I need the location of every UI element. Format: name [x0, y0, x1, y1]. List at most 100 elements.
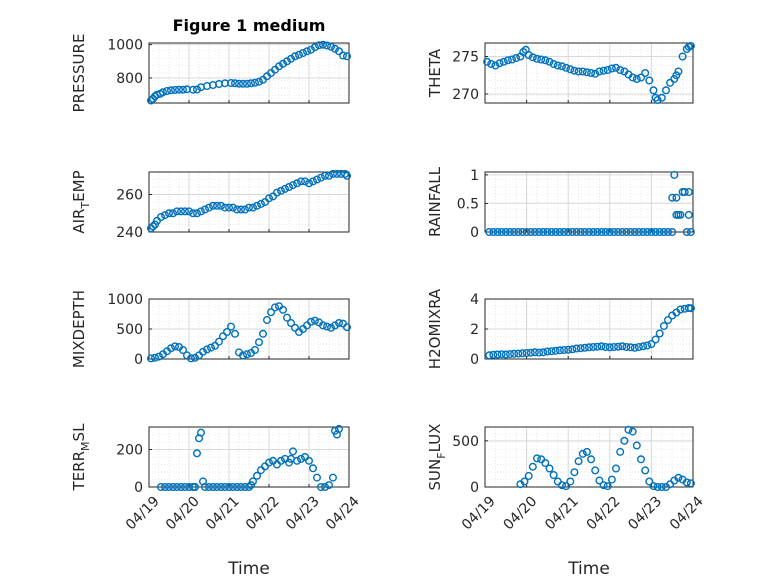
data-point	[275, 62, 284, 71]
data-point	[485, 227, 494, 236]
data-point	[180, 207, 189, 216]
data-point	[664, 316, 673, 325]
data-point	[190, 353, 199, 362]
axes-box	[484, 42, 694, 104]
data-point	[591, 466, 600, 475]
data-point	[238, 351, 247, 360]
data-point	[335, 47, 344, 56]
data-point	[267, 308, 276, 317]
data-point	[200, 483, 209, 492]
data-point	[341, 169, 350, 178]
data-point	[518, 349, 527, 358]
data-point	[645, 76, 654, 85]
data-point	[204, 203, 213, 212]
y-axis-label: THETA	[426, 48, 444, 98]
y-tick-label: 0	[134, 480, 143, 496]
data-point	[580, 227, 589, 236]
data-point	[291, 323, 300, 332]
data-point	[188, 209, 197, 218]
data-point	[620, 436, 629, 445]
y-tick-label: 240	[116, 225, 143, 241]
data-point	[210, 341, 219, 350]
x-tick-label: 04/23	[625, 493, 665, 533]
data-point	[265, 458, 274, 467]
data-point	[570, 66, 579, 75]
data-point	[568, 227, 577, 236]
data-point	[572, 344, 581, 353]
data-point	[597, 227, 606, 236]
data-point	[164, 209, 173, 218]
data-point	[570, 468, 579, 477]
data-point	[293, 456, 302, 465]
data-point	[166, 86, 175, 95]
data-point	[551, 346, 560, 355]
data-point	[228, 483, 237, 492]
data-point	[202, 345, 211, 354]
data-point	[614, 227, 623, 236]
data-point	[200, 205, 209, 214]
y-axis-label-tail: LUX	[426, 424, 444, 453]
data-point	[522, 227, 531, 236]
data-point	[240, 205, 249, 214]
data-point	[601, 343, 610, 352]
data-point	[585, 343, 594, 352]
x-tick-label: 04/19	[123, 493, 163, 533]
data-point	[301, 177, 310, 186]
data-point	[508, 55, 517, 64]
data-point	[628, 427, 637, 436]
data-point	[156, 212, 165, 221]
subplot-7: 0 200 04/19 04/20 04/21 04/22 04/23 04/24 Time TE…	[70, 423, 363, 579]
data-point	[319, 321, 328, 330]
data-point	[246, 79, 255, 88]
subplot-4: 0 0.5 1 RAINFALL	[426, 166, 695, 241]
x-tick-label: 04/24	[323, 493, 363, 533]
data-point	[610, 227, 619, 236]
data-point	[160, 483, 169, 492]
data-point	[501, 227, 510, 236]
data-point	[259, 329, 268, 338]
y-tick-label: 4	[470, 292, 479, 308]
data-point	[158, 88, 167, 97]
data-point	[287, 319, 296, 328]
data-point	[313, 175, 322, 184]
data-point	[637, 73, 646, 82]
data-point	[196, 428, 205, 437]
data-point	[626, 227, 635, 236]
data-point	[168, 483, 177, 492]
subplot-2: 270 275 THETA	[426, 42, 695, 104]
data-point	[146, 354, 155, 363]
data-point	[528, 462, 537, 471]
x-tick-label: 04/22	[584, 493, 624, 533]
y-tick-label: 1000	[107, 38, 143, 54]
data-point	[491, 61, 500, 70]
data-point	[317, 173, 326, 182]
y-tick-label: 270	[452, 87, 479, 103]
data-point	[303, 47, 312, 56]
data-point	[184, 207, 193, 216]
data-point	[657, 93, 666, 102]
data-point	[204, 483, 213, 492]
axes-box	[484, 171, 694, 233]
data-point	[510, 227, 519, 236]
data-point	[327, 42, 336, 51]
y-axis-label-main: AIR	[70, 209, 88, 234]
data-point	[572, 227, 581, 236]
data-point	[222, 328, 231, 337]
data-point	[674, 67, 683, 76]
data-point	[639, 342, 648, 351]
data-point	[545, 464, 554, 473]
data-point	[285, 182, 294, 191]
data-point	[150, 353, 159, 362]
y-axis-label-subscript: F	[435, 452, 448, 458]
data-point	[518, 227, 527, 236]
data-point	[632, 441, 641, 450]
data-point	[178, 346, 187, 355]
data-point	[595, 67, 604, 76]
data-point	[244, 203, 253, 212]
y-tick-label: 0	[134, 352, 143, 368]
data-point	[582, 68, 591, 77]
data-point	[684, 187, 693, 196]
y-tick-label: 260	[116, 188, 143, 204]
x-tick-label: 04/22	[243, 493, 283, 533]
y-tick-label: 1000	[107, 292, 143, 308]
